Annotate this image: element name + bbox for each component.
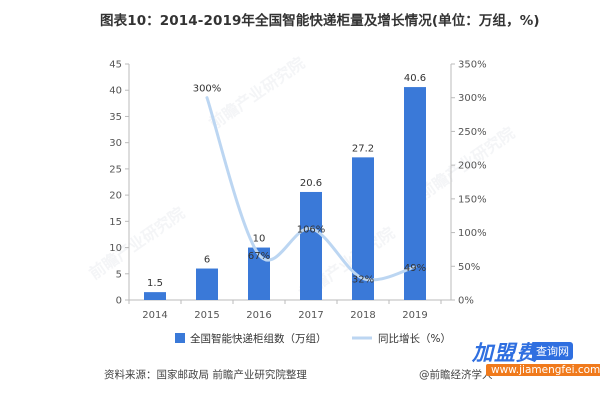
bar-value-label: 10 [253, 234, 266, 245]
y-left-tick-label: 0 [116, 296, 122, 307]
y-left-tick-label: 20 [109, 191, 122, 202]
y-right-tick-label: 200% [458, 161, 487, 172]
brand-tag: 查询网 [532, 342, 573, 360]
growth-value-label: 67% [248, 251, 270, 262]
bar-value-label: 1.5 [147, 278, 163, 289]
y-left-tick-label: 45 [109, 60, 122, 71]
growth-value-label: 106% [297, 225, 326, 236]
legend-bar-swatch [175, 333, 185, 343]
brand-url: www.jiamengfei.com [486, 364, 600, 376]
y-right-tick-label: 50% [458, 262, 480, 273]
y-left-tick-label: 35 [109, 112, 122, 123]
x-tick-label: 2018 [350, 310, 375, 321]
growth-value-label: 32% [352, 274, 374, 285]
y-right-tick-label: 300% [458, 93, 487, 104]
credit-text: @前瞻经济学人 [419, 369, 493, 381]
y-left-tick-label: 40 [109, 86, 122, 97]
bar-value-label: 27.2 [352, 143, 374, 154]
legend-line-label: 同比增长（%） [378, 332, 451, 345]
growth-line [205, 96, 417, 282]
growth-value-label: 49% [404, 263, 426, 274]
bar [196, 268, 218, 300]
x-tick-label: 2014 [142, 310, 167, 321]
y-right-tick-label: 350% [458, 60, 487, 71]
bar [144, 292, 166, 300]
y-left-tick-label: 30 [109, 138, 122, 149]
bar-value-label: 20.6 [300, 178, 322, 189]
y-right-tick-label: 0% [458, 296, 474, 307]
bar [300, 191, 322, 300]
x-tick-label: 2019 [402, 310, 427, 321]
bar [404, 87, 426, 300]
bar-value-label: 40.6 [404, 73, 426, 84]
brand-logo: 加盟费 查询网 www.jiamengfei.com [472, 337, 600, 381]
y-left-tick-label: 15 [109, 217, 122, 228]
chart-title: 图表10：2014-2019年全国智能快递柜量及增长情况(单位：万组，%) [100, 13, 540, 29]
growth-value-label: 300% [193, 84, 222, 95]
y-left-tick-label: 5 [116, 269, 122, 280]
y-left-tick-label: 10 [109, 243, 122, 254]
x-tick-label: 2016 [246, 310, 271, 321]
legend-bar-label: 全国智能快递柜组数（万组） [190, 332, 327, 345]
x-tick-label: 2015 [194, 310, 219, 321]
y-right-tick-label: 100% [458, 228, 487, 239]
y-right-tick-label: 150% [458, 194, 487, 205]
x-tick-label: 2017 [298, 310, 323, 321]
source-note: 资料来源：国家邮政局 前瞻产业研究院整理 [104, 369, 307, 381]
y-left-tick-label: 25 [109, 164, 122, 175]
brand-name: 加盟费 [472, 341, 538, 365]
bar-value-label: 6 [204, 255, 210, 266]
y-right-tick-label: 250% [458, 127, 487, 138]
bar [352, 157, 374, 300]
